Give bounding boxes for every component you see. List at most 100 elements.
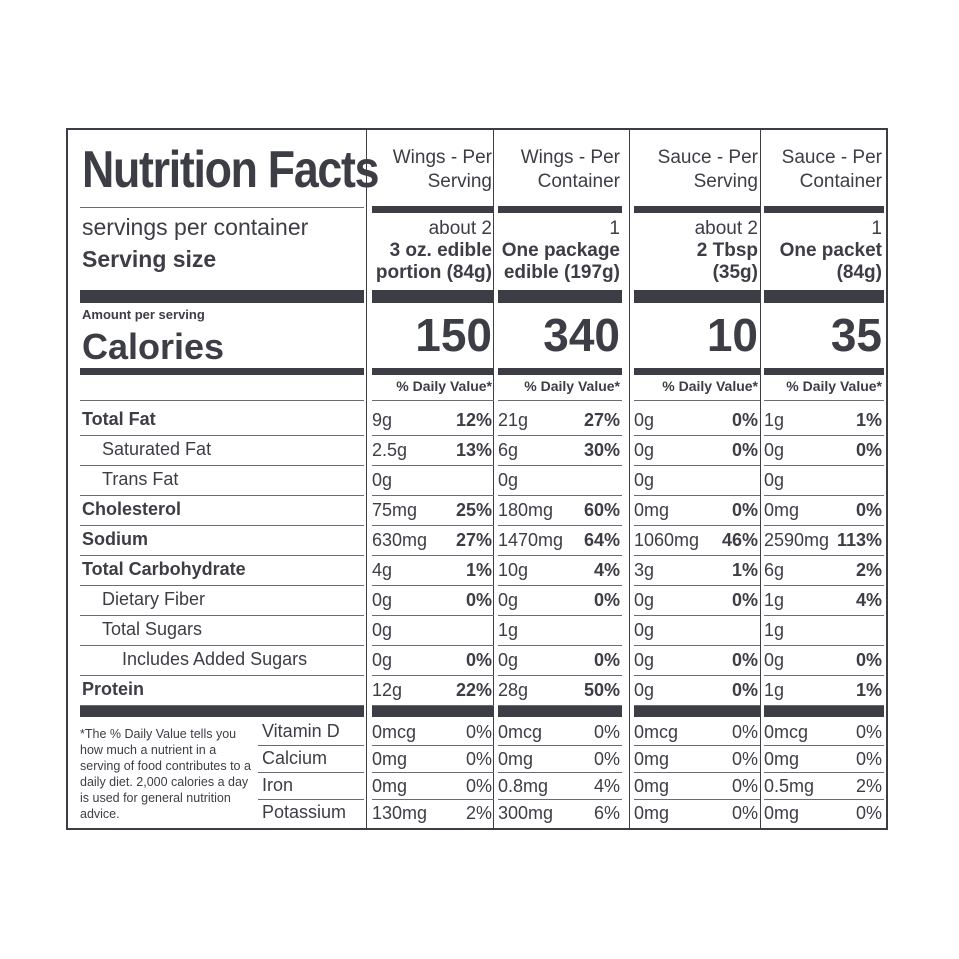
nutrient-daily-value: 12% [455, 410, 492, 430]
nutrient-amount: 630mg [372, 530, 428, 550]
daily-value-header: % Daily Value* [524, 378, 620, 394]
row-divider [372, 495, 494, 496]
amount-per-serving-label: Amount per serving [82, 307, 205, 322]
nutrient-amount: 180mg [498, 500, 554, 520]
row-divider [372, 585, 494, 586]
nutrient-amount: 4g [372, 560, 393, 580]
serving-size-label: Serving size [82, 246, 217, 272]
row-divider [372, 799, 494, 800]
nutrient-daily-value: 13% [455, 440, 492, 460]
vitamin-amount: 0mg [634, 776, 670, 796]
column-header-line1: Sauce - Per [657, 147, 758, 168]
nutrient-daily-value: 64% [583, 530, 620, 550]
nutrient-name: Includes Added Sugars [122, 649, 308, 669]
nutrient-daily-value: 0% [731, 590, 758, 610]
nutrient-amount: 1g [764, 680, 785, 700]
column-header-line1: Wings - Per [520, 147, 620, 168]
row-divider [498, 745, 622, 746]
nutrient-amount: 0g [498, 650, 519, 670]
thick-divider [80, 705, 364, 717]
nutrient-daily-value: 0% [855, 650, 882, 670]
row-divider [498, 555, 622, 556]
nutrient-daily-value: 0% [731, 440, 758, 460]
thick-divider [764, 705, 884, 717]
nutrient-amount: 0g [634, 590, 655, 610]
nutrient-amount: 0g [498, 470, 519, 490]
vitamin-amount: 0mg [498, 749, 534, 769]
row-divider [634, 495, 760, 496]
servings-value: about 2 [694, 218, 758, 239]
row-divider [634, 555, 760, 556]
nutrient-daily-value: 0% [855, 440, 882, 460]
nutrient-amount: 1g [764, 620, 785, 640]
column-separator [629, 130, 630, 830]
nutrient-daily-value: 2% [855, 560, 882, 580]
column-header-line2: Serving [427, 171, 492, 192]
vitamin-amount: 0mg [764, 803, 800, 823]
nutrient-daily-value: 4% [593, 560, 620, 580]
thick-divider [634, 290, 760, 303]
nutrient-daily-value: 25% [455, 500, 492, 520]
nutrient-amount: 1g [498, 620, 519, 640]
column-header-line2: Container [537, 171, 620, 192]
row-divider [764, 585, 884, 586]
row-divider [372, 645, 494, 646]
vitamin-daily-value: 0% [731, 749, 758, 769]
vitamin-amount: 130mg [372, 803, 428, 823]
nutrient-daily-value: 0% [593, 650, 620, 670]
row-divider [634, 400, 760, 401]
nutrient-name: Sodium [82, 529, 148, 549]
calories-value: 10 [706, 309, 758, 361]
row-divider [634, 772, 760, 773]
row-divider [372, 772, 494, 773]
nutrient-daily-value: 0% [465, 590, 492, 610]
vitamin-daily-value: 0% [593, 749, 620, 769]
row-divider [634, 645, 760, 646]
calories-value: 340 [543, 309, 620, 361]
row-divider [80, 495, 364, 496]
medium-divider [498, 368, 622, 375]
vitamin-amount: 0mg [764, 749, 800, 769]
row-divider [634, 799, 760, 800]
vitamin-daily-value: 0% [465, 749, 492, 769]
vitamin-daily-value: 0% [731, 776, 758, 796]
nutrient-amount: 0g [634, 680, 655, 700]
column-header-divider [634, 206, 760, 213]
row-divider [764, 465, 884, 466]
medium-divider [80, 368, 364, 375]
thick-divider [80, 290, 364, 303]
column-header-divider [764, 206, 884, 213]
vitamin-amount: 0mg [372, 776, 408, 796]
row-divider [258, 799, 364, 800]
vitamin-amount: 0mcg [634, 722, 679, 742]
row-divider [372, 675, 494, 676]
row-divider [764, 495, 884, 496]
vitamin-amount: 0.8mg [498, 776, 549, 796]
column-header-divider [372, 206, 494, 213]
thick-divider [372, 705, 494, 717]
vitamin-name: Iron [262, 775, 294, 795]
nutrient-amount: 0g [372, 590, 393, 610]
column-separator [366, 130, 367, 830]
nutrient-name: Trans Fat [102, 469, 179, 489]
vitamin-daily-value: 0% [465, 776, 492, 796]
vitamin-amount: 0mg [372, 749, 408, 769]
nutrient-daily-value: 0% [593, 590, 620, 610]
nutrient-daily-value: 0% [731, 650, 758, 670]
column-header-divider [498, 206, 622, 213]
nutrient-daily-value: 0% [465, 650, 492, 670]
nutrient-name: Total Carbohydrate [82, 559, 246, 579]
daily-value-header: % Daily Value* [662, 378, 758, 394]
servings-value: about 2 [428, 218, 492, 239]
vitamin-amount: 0mg [634, 749, 670, 769]
row-divider [80, 675, 364, 676]
nutrient-daily-value: 27% [455, 530, 492, 550]
servings-value: 1 [871, 218, 882, 239]
vitamin-daily-value: 2% [855, 776, 882, 796]
nutrient-name: Dietary Fiber [102, 589, 206, 609]
nutrient-daily-value: 1% [855, 680, 882, 700]
nutrient-amount: 10g [498, 560, 529, 580]
vitamin-daily-value: 6% [593, 803, 620, 823]
nutrient-amount: 0mg [764, 500, 800, 520]
nutrient-amount: 0mg [634, 500, 670, 520]
